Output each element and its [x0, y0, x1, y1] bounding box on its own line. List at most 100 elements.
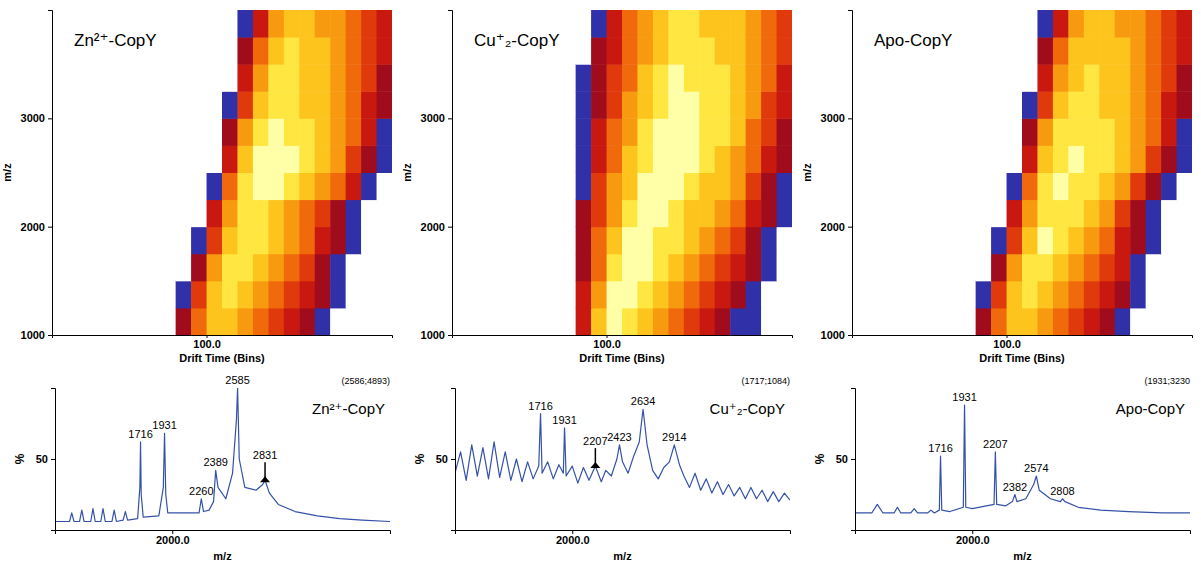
cell: [1161, 254, 1177, 282]
cell: [1161, 200, 1177, 228]
cell: [715, 118, 731, 146]
cell: [746, 173, 762, 201]
cell: [1007, 227, 1023, 255]
cell: [191, 281, 207, 309]
y-axis-title: m/z: [801, 163, 813, 182]
tick: 2000: [21, 221, 52, 233]
y-axis: 50: [836, 389, 856, 531]
spectrum-panel: 2000.050m/z%Zn²⁺-CopY(2586;4893)17161931…: [13, 374, 391, 562]
cell: [622, 254, 638, 282]
cell: [361, 64, 377, 92]
spectrum-panel: 2000.050m/z%Cu⁺₂-CopY(1717;1084)17161931…: [413, 376, 791, 562]
axis-line: [53, 336, 393, 339]
cell: [315, 308, 331, 335]
cell: [668, 308, 684, 335]
cell: [207, 145, 223, 173]
tick-mark: [448, 335, 452, 336]
cell: [1068, 254, 1084, 282]
tick-mark: [48, 118, 52, 119]
cell: [176, 37, 192, 65]
cell: [1084, 200, 1100, 228]
cell: [730, 10, 746, 38]
cell: [1161, 37, 1177, 65]
cell: [377, 281, 392, 309]
cell: [1068, 145, 1084, 173]
cell: [330, 254, 346, 282]
cell: [1115, 64, 1131, 92]
peak-label: 2207: [983, 438, 1007, 450]
cell: [637, 145, 653, 173]
cell: [1099, 227, 1115, 255]
cell: [1037, 118, 1053, 146]
cell: [1007, 200, 1023, 228]
cell: [1053, 145, 1069, 173]
cell: [1130, 37, 1146, 65]
cell: [1022, 91, 1038, 119]
cell: [976, 91, 992, 119]
cell: [637, 10, 653, 38]
cell: [761, 173, 777, 201]
cell: [761, 37, 777, 65]
cell: [1037, 64, 1053, 92]
cell: [1068, 200, 1084, 228]
cell: [591, 281, 607, 309]
cell: [253, 200, 269, 228]
cell: [1037, 254, 1053, 282]
cell: [253, 118, 269, 146]
cell: [1130, 254, 1146, 282]
cell: [761, 281, 777, 309]
cell: [1053, 10, 1069, 38]
cell: [1007, 281, 1023, 309]
cell: [222, 308, 238, 335]
x-axis: 2000.0: [856, 530, 1191, 546]
cell: [1084, 10, 1100, 38]
plot-area: [455, 409, 790, 501]
cell: [991, 227, 1007, 255]
tick-label: 2000: [21, 221, 45, 233]
cell: [1068, 308, 1084, 335]
peak-label: 2260: [189, 485, 213, 497]
axis-line: [853, 336, 1193, 339]
cell: [591, 173, 607, 201]
cell: [207, 10, 223, 38]
cell: [268, 308, 284, 335]
cell: [191, 91, 207, 119]
peak-label: 2389: [203, 456, 227, 468]
tick-label: 100.0: [993, 338, 1021, 350]
axis-line: [851, 389, 856, 531]
cell: [191, 308, 207, 335]
cell: [1099, 308, 1115, 335]
cell: [1022, 10, 1038, 38]
cell: [284, 118, 300, 146]
cell: [284, 227, 300, 255]
cell: [1177, 10, 1192, 38]
cell: [607, 145, 623, 173]
cell: [377, 227, 392, 255]
cell: [237, 64, 253, 92]
tick: 50: [836, 453, 855, 465]
spectrum-line: [855, 405, 1190, 513]
cell: [591, 227, 607, 255]
cell: [684, 145, 700, 173]
cell: [730, 254, 746, 282]
cell: [176, 281, 192, 309]
cell: [991, 37, 1007, 65]
cell: [746, 227, 762, 255]
cell: [330, 281, 346, 309]
cell: [191, 254, 207, 282]
cell: [330, 64, 346, 92]
cell: [1177, 91, 1192, 119]
cell: [1177, 227, 1192, 255]
cell: [591, 10, 607, 38]
cell: [207, 281, 223, 309]
heatmap-panel: 100.0100020003000Drift Time (Bins)m/zCu⁺…: [401, 10, 793, 364]
cell: [715, 227, 731, 255]
cell: [607, 10, 623, 38]
cell: [237, 227, 253, 255]
peak-label: 2574: [1024, 462, 1048, 474]
cell: [1115, 10, 1131, 38]
cell: [1115, 145, 1131, 173]
cell: [1068, 91, 1084, 119]
cell: [1146, 118, 1162, 146]
cell: [1037, 10, 1053, 38]
